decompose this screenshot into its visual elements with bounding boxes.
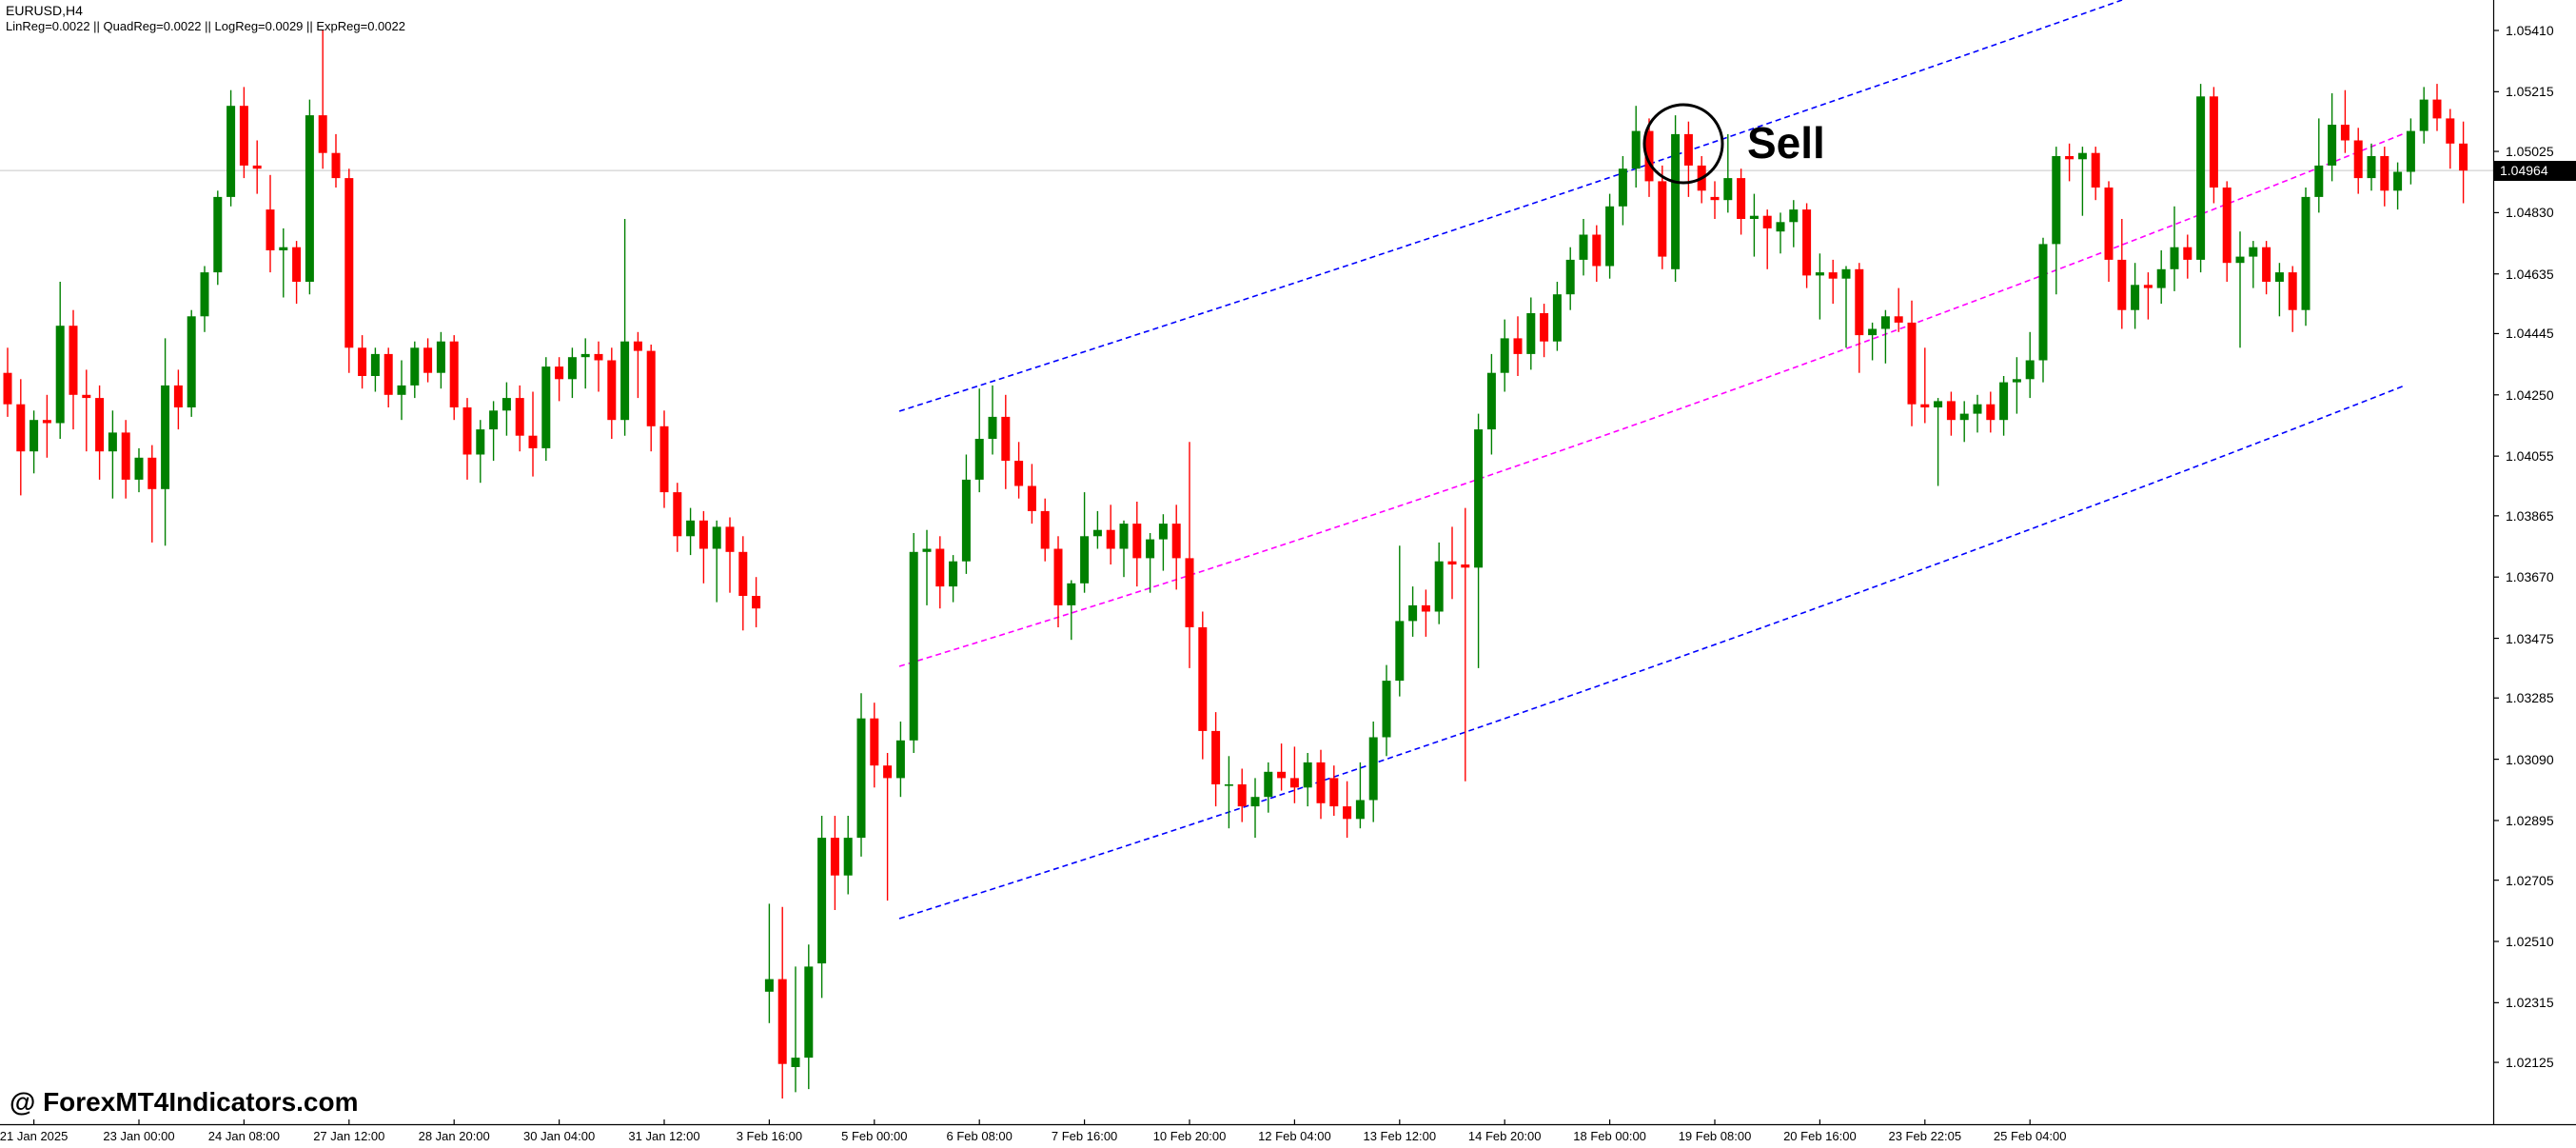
time-axis-label: 5 Feb 00:00 xyxy=(841,1129,908,1143)
price-axis-label: 1.04830 xyxy=(2506,205,2554,221)
price-axis-label: 1.02125 xyxy=(2506,1055,2554,1071)
price-axis-label: 1.02510 xyxy=(2506,934,2554,949)
time-axis-label: 21 Jan 2025 xyxy=(0,1129,69,1143)
regression-indicator-values-label: LinReg=0.0022 || QuadReg=0.0022 || LogRe… xyxy=(6,19,405,33)
time-axis-label: 14 Feb 20:00 xyxy=(1467,1129,1542,1143)
time-axis-label: 24 Jan 08:00 xyxy=(207,1129,280,1143)
price-axis-label: 1.04055 xyxy=(2506,448,2554,465)
price-axis-label: 1.04635 xyxy=(2506,266,2554,282)
time-axis-label: 3 Feb 16:00 xyxy=(736,1129,803,1143)
time-axis-label: 18 Feb 00:00 xyxy=(1573,1129,1646,1143)
time-axis-label: 23 Jan 00:00 xyxy=(103,1129,175,1143)
time-axis-label: 23 Feb 22:05 xyxy=(1888,1129,1962,1143)
price-axis-label: 1.04250 xyxy=(2506,386,2554,403)
time-axis-label: 28 Jan 20:00 xyxy=(418,1129,490,1143)
time-axis-label: 12 Feb 04:00 xyxy=(1258,1129,1331,1143)
price-axis-label: 1.02315 xyxy=(2506,995,2554,1011)
price-axis-label: 1.03090 xyxy=(2506,751,2554,767)
regression-channel-lower xyxy=(898,385,2406,920)
price-axis-label: 1.03285 xyxy=(2506,690,2554,706)
price-axis-label: 1.05025 xyxy=(2506,144,2554,160)
price-axis-label: 1.04445 xyxy=(2506,326,2554,342)
time-axis-label: 25 Feb 04:00 xyxy=(1993,1129,2067,1143)
time-axis-label: 7 Feb 16:00 xyxy=(1051,1129,1118,1143)
watermark-label: @ ForexMT4Indicators.com xyxy=(10,1087,359,1117)
sell-annotation-circle xyxy=(1642,103,1724,185)
time-axis-label: 13 Feb 12:00 xyxy=(1363,1129,1437,1143)
current-price-badge: 1.04964 xyxy=(2493,160,2576,181)
time-axis-label: 6 Feb 08:00 xyxy=(946,1129,1013,1143)
candles-layer xyxy=(3,30,2468,1099)
price-axis-label: 1.02895 xyxy=(2506,812,2554,828)
symbol-timeframe-label: EURUSD,H4 xyxy=(6,3,83,18)
regression-channel-upper xyxy=(898,0,2123,412)
time-axis-label: 20 Feb 16:00 xyxy=(1783,1129,1857,1143)
price-axis-label: 1.03475 xyxy=(2506,630,2554,646)
time-axis-label: 31 Jan 12:00 xyxy=(628,1129,700,1143)
price-axis-label: 1.05410 xyxy=(2506,23,2554,38)
time-axis-label: 19 Feb 08:00 xyxy=(1678,1129,1752,1143)
regression-channel-median xyxy=(898,132,2406,667)
price-axis-label: 1.02705 xyxy=(2506,872,2554,888)
price-axis-label: 1.05215 xyxy=(2506,84,2554,100)
time-axis-label: 10 Feb 20:00 xyxy=(1152,1129,1227,1143)
price-axis-label: 1.03670 xyxy=(2506,569,2554,585)
price-axis-label: 1.03865 xyxy=(2506,507,2554,524)
sell-annotation-label: Sell xyxy=(1747,118,1825,168)
time-axis-label: 27 Jan 12:00 xyxy=(313,1129,385,1143)
time-axis-label: 30 Jan 04:00 xyxy=(523,1129,596,1143)
